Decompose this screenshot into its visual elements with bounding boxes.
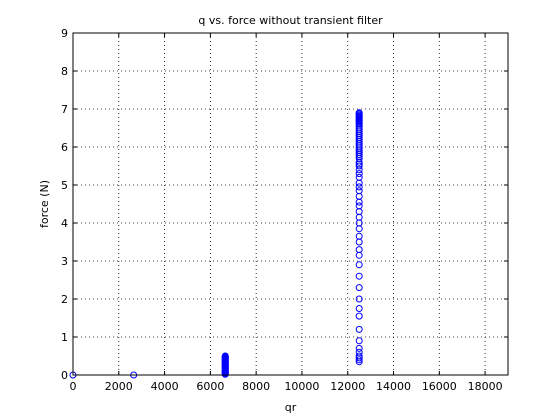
y-tick-label: 6	[61, 141, 68, 154]
y-tick-label: 5	[61, 179, 68, 192]
data-point	[221, 357, 229, 365]
data-point	[355, 232, 363, 240]
y-tick-label: 7	[61, 103, 68, 116]
y-tick-labels: 0 1 2 3 4 5 6 7 8 9	[61, 27, 68, 382]
data-point	[221, 355, 229, 363]
x-tick-label: 16000	[422, 380, 457, 393]
y-tick-label: 2	[61, 293, 68, 306]
data-point	[355, 109, 363, 117]
data-point	[355, 202, 363, 210]
data-point	[355, 173, 363, 181]
data-point	[355, 170, 363, 178]
y-tick-label: 9	[61, 27, 68, 40]
x-tick-label: 18000	[468, 380, 503, 393]
data-point	[355, 246, 363, 254]
data-point	[355, 348, 363, 356]
data-point	[355, 352, 363, 360]
plot-area	[73, 33, 508, 375]
x-tick-labels: 0 2000 4000 6000 8000 10000 12000 14000 16000 180…	[70, 380, 503, 393]
x-tick-label: 4000	[151, 380, 179, 393]
x-tick-label: 8000	[242, 380, 270, 393]
y-tick-label: 1	[61, 331, 68, 344]
x-tick-label: 6000	[196, 380, 224, 393]
data-point	[355, 344, 363, 352]
y-tick-label: 3	[61, 255, 68, 268]
data-point	[355, 312, 363, 320]
data-point	[221, 353, 229, 361]
data-point	[355, 356, 363, 364]
data-point	[355, 295, 363, 303]
axes-box	[72, 32, 509, 376]
data-point	[355, 325, 363, 333]
x-tick-label: 0	[70, 380, 77, 393]
chart-title: q vs. force without transient filter	[198, 14, 383, 27]
y-tick-label: 4	[61, 217, 68, 230]
x-tick-label: 14000	[376, 380, 411, 393]
data-point	[355, 305, 363, 312]
data-point	[355, 337, 363, 345]
data-point	[355, 284, 363, 292]
x-tick-label: 12000	[330, 380, 365, 393]
data-point	[355, 183, 363, 191]
y-tick-label: 8	[61, 65, 68, 78]
data-point	[355, 261, 363, 269]
x-tick-label: 10000	[284, 380, 319, 393]
y-axis-label: force (N)	[38, 180, 51, 228]
x-axis-label: qr	[285, 401, 297, 414]
ticks	[72, 32, 508, 376]
data-point	[355, 272, 363, 280]
data-point	[355, 187, 363, 195]
y-tick-label: 0	[61, 369, 68, 382]
data-points	[69, 109, 363, 379]
data-point	[355, 162, 363, 170]
x-tick-label: 2000	[105, 380, 133, 393]
